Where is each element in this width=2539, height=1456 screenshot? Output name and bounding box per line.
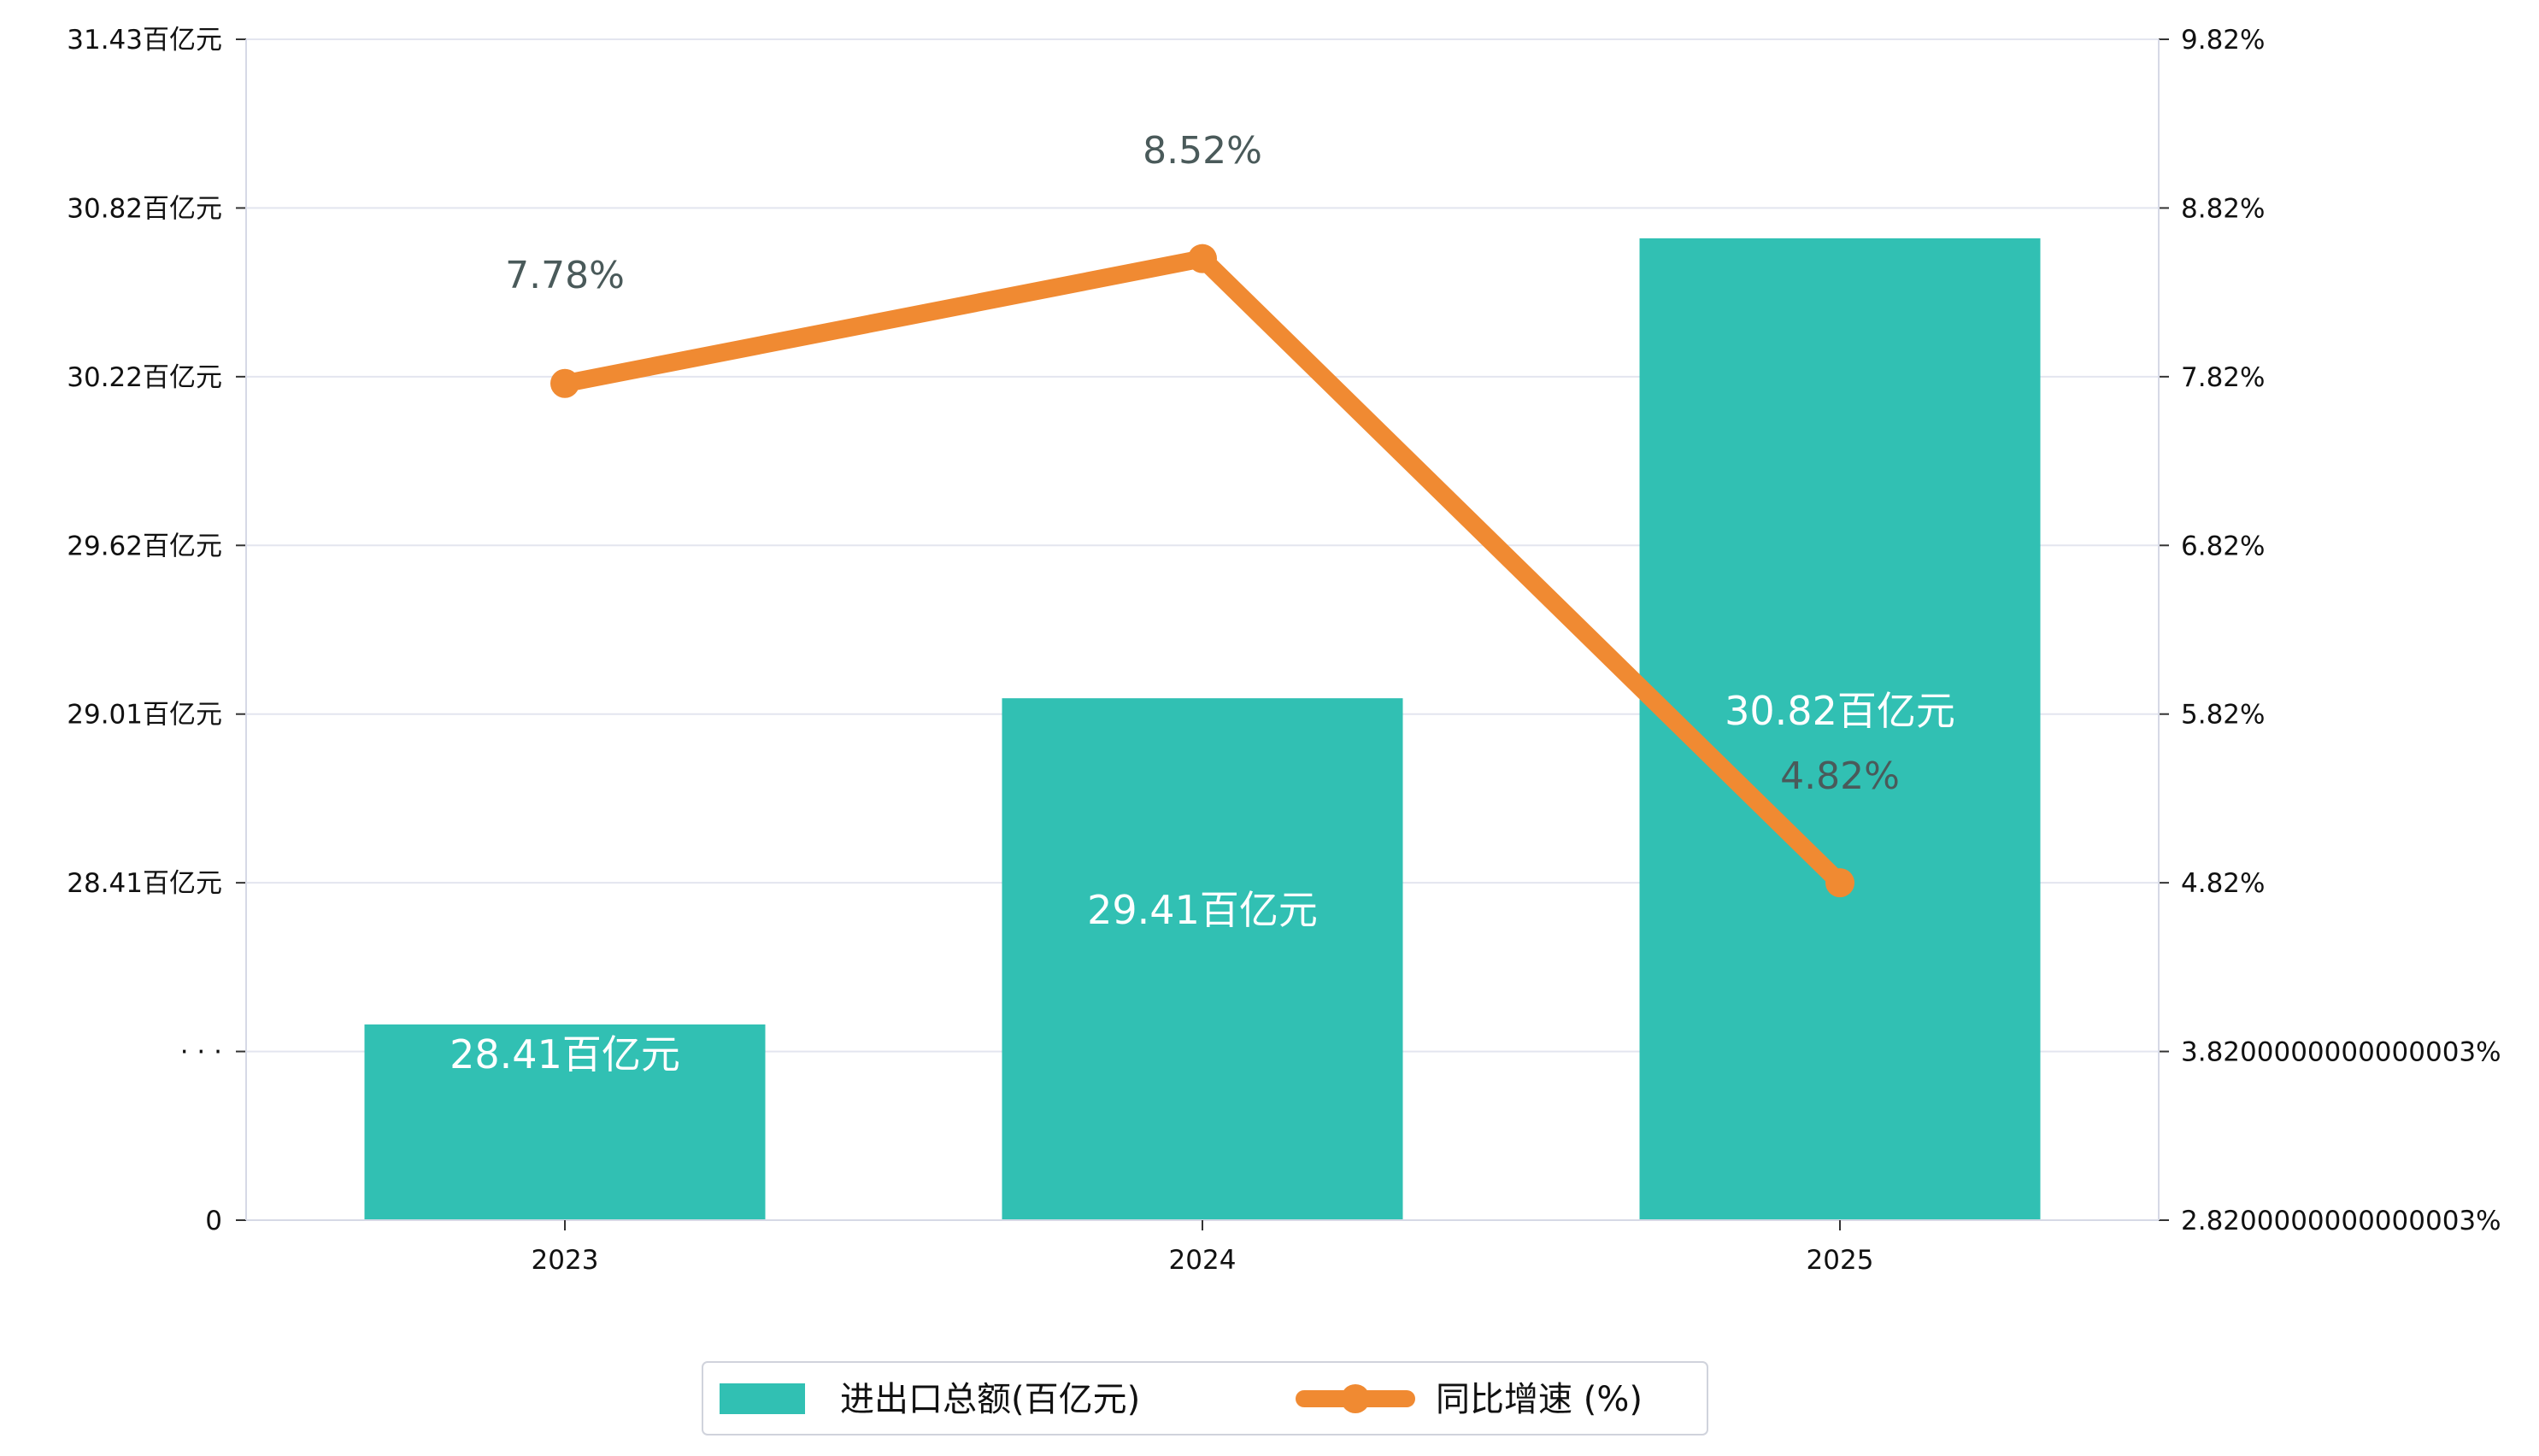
right-tick-label: 9.82% [2181, 25, 2265, 56]
line-point [1825, 868, 1854, 898]
left-tick-label: 29.01百亿元 [67, 700, 222, 731]
x-tick-label: 2024 [1169, 1245, 1237, 1276]
line-value-label: 8.52% [1143, 129, 1262, 173]
bar-series [364, 238, 2041, 1221]
line-series [550, 244, 1854, 898]
legend-swatch-bar [720, 1383, 805, 1414]
legend: 进出口总额(百亿元) 同比增速 (%) [702, 1361, 1708, 1435]
axes: 0 2.8200000000000003% · · · 3.8200000000000… [67, 25, 2501, 1276]
right-tick-label: 7.82% [2181, 362, 2265, 393]
line-point [550, 368, 579, 398]
line-point [1188, 244, 1217, 273]
legend-label-line: 同比增速 (%) [1436, 1380, 1643, 1419]
bar [364, 1024, 766, 1220]
x-tick-label: 2023 [532, 1245, 599, 1276]
left-tick-label: 29.62百亿元 [67, 531, 222, 561]
right-tick-label: 4.82% [2181, 868, 2265, 899]
left-tick-label: 30.82百亿元 [67, 193, 222, 224]
x-tick-label: 2025 [1807, 1245, 1874, 1276]
left-tick-label: 0 [205, 1206, 222, 1236]
legend-box [702, 1361, 1708, 1435]
left-tick-label: 31.43百亿元 [67, 25, 222, 56]
right-tick-label: 3.8200000000000003% [2181, 1037, 2501, 1068]
left-tick-label: 30.22百亿元 [67, 362, 222, 393]
right-tick-label: 2.8200000000000003% [2181, 1206, 2501, 1236]
data-labels: 28.41百亿元 29.41百亿元 30.82百亿元 7.78% 8.52% 4.82% [450, 129, 1955, 1077]
line-value-label: 4.82% [1780, 754, 1900, 798]
bar-value-label: 28.41百亿元 [450, 1031, 680, 1077]
left-tick-label: · · · [180, 1037, 222, 1068]
line-value-label: 7.78% [505, 254, 625, 297]
legend-swatch-marker [1341, 1384, 1370, 1413]
bar-value-label: 30.82百亿元 [1725, 688, 1955, 734]
bar [1639, 238, 2041, 1221]
right-tick-label: 5.82% [2181, 700, 2265, 731]
bar-value-label: 29.41百亿元 [1087, 887, 1318, 933]
legend-label-bar: 进出口总额(百亿元) [840, 1380, 1140, 1419]
bar [1002, 698, 1403, 1220]
right-tick-label: 8.82% [2181, 193, 2265, 224]
right-tick-label: 6.82% [2181, 531, 2265, 561]
left-tick-label: 28.41百亿元 [67, 868, 222, 899]
